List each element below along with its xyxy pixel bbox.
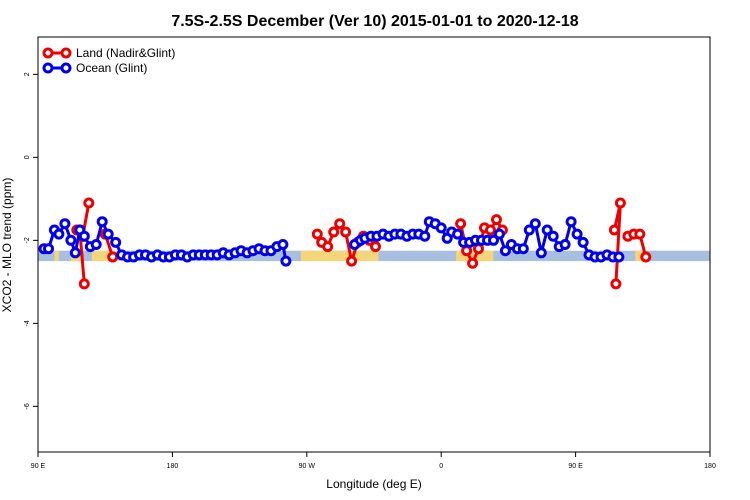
legend-ocean-marker: [42, 62, 54, 74]
land-data-point: [334, 218, 346, 230]
land-data-point: [614, 197, 626, 209]
land-series-line: [612, 201, 622, 284]
ocean-data-point: [102, 228, 114, 240]
land-data-point: [491, 214, 502, 226]
ocean-data-point: [577, 236, 589, 248]
ocean-data-point: [78, 230, 90, 242]
land-data-point: [370, 241, 381, 253]
plot-area: [38, 197, 652, 290]
ocean-data-point: [517, 243, 529, 255]
ocean-data-point: [43, 243, 54, 255]
ocean-data-point: [65, 234, 77, 246]
y-axis: 2 0 -2 -4 -6: [24, 72, 38, 409]
land-data-point: [346, 255, 358, 267]
chart-title: 7.5S-2.5S December (Ver 10) 2015-01-01 t…: [171, 13, 578, 30]
ocean-data-point: [559, 239, 571, 250]
y-tick-label: 2: [24, 72, 31, 76]
ocean-data-point: [452, 228, 464, 240]
land-data-point: [83, 197, 95, 209]
ocean-data-point: [69, 247, 81, 259]
land-data-point: [473, 243, 484, 255]
land-data-point: [485, 224, 496, 236]
ocean-data-point: [277, 239, 289, 250]
x-tick-label: 90 W: [299, 463, 316, 470]
land-data-point: [311, 228, 323, 240]
legend-land-marker-end: [60, 47, 72, 59]
plot-frame: [37, 36, 711, 453]
land-data-point: [640, 251, 652, 263]
ocean-data-point: [523, 224, 535, 236]
legend-ocean-marker-end: [60, 62, 72, 74]
y-tick-label: -4: [24, 320, 31, 326]
legend-ocean-label: Ocean (Glint): [76, 61, 147, 75]
land-data-point: [610, 278, 622, 290]
x-tick-label: 90 E: [568, 463, 583, 470]
ocean-data-point: [613, 251, 625, 263]
land-band: [54, 250, 59, 262]
land-data-point: [328, 226, 340, 238]
x-tick-label: 180: [704, 463, 716, 470]
ocean-data-point: [529, 218, 541, 230]
ocean-data-point: [419, 230, 431, 242]
ocean-data-point: [499, 245, 511, 257]
land-data-point: [455, 218, 467, 230]
x-tick-label: 0: [439, 463, 443, 470]
x-axis: 90 E 180 90 W 0 90 E 180: [31, 452, 716, 470]
land-data-point: [634, 228, 646, 240]
ocean-data-point: [488, 234, 499, 246]
land-band: [300, 250, 379, 262]
legend-land-label: Land (Nadir&Glint): [76, 46, 175, 60]
ocean-data-point: [59, 218, 71, 230]
ocean-data-point: [53, 228, 65, 240]
y-tick-label: -6: [24, 403, 31, 409]
ocean-data-point: [280, 255, 292, 267]
ocean-data-point: [96, 216, 108, 228]
ocean-data-point: [110, 236, 122, 248]
ocean-data-point: [90, 239, 102, 250]
land-data-point: [340, 226, 352, 238]
land-data-point: [608, 224, 620, 236]
x-tick-label: 90 E: [31, 463, 46, 470]
ocean-data-point: [547, 230, 559, 242]
land-band: [635, 250, 645, 262]
land-data-point: [107, 251, 119, 263]
ocean-data-point: [571, 228, 583, 240]
ocean-data-point: [535, 247, 547, 259]
x-axis-label: Longitude (deg E): [326, 477, 421, 491]
ocean-data-point: [565, 216, 577, 228]
ocean-data-point: [493, 228, 505, 240]
land-data-point: [78, 278, 90, 290]
y-tick-label: 0: [24, 155, 31, 159]
y-axis-label: XCO2 - MLO trend (ppm): [0, 178, 14, 313]
ocean-data-point: [541, 224, 553, 236]
legend-land-marker: [42, 47, 54, 59]
x-tick-label: 180: [167, 463, 179, 470]
legend: Land (Nadir&Glint) Ocean (Glint): [40, 40, 190, 78]
y-tick-label: -2: [24, 237, 31, 243]
land-data-point: [322, 241, 334, 253]
ocean-data-point: [435, 222, 447, 234]
land-data-point: [461, 245, 473, 257]
land-data-point: [467, 257, 479, 269]
